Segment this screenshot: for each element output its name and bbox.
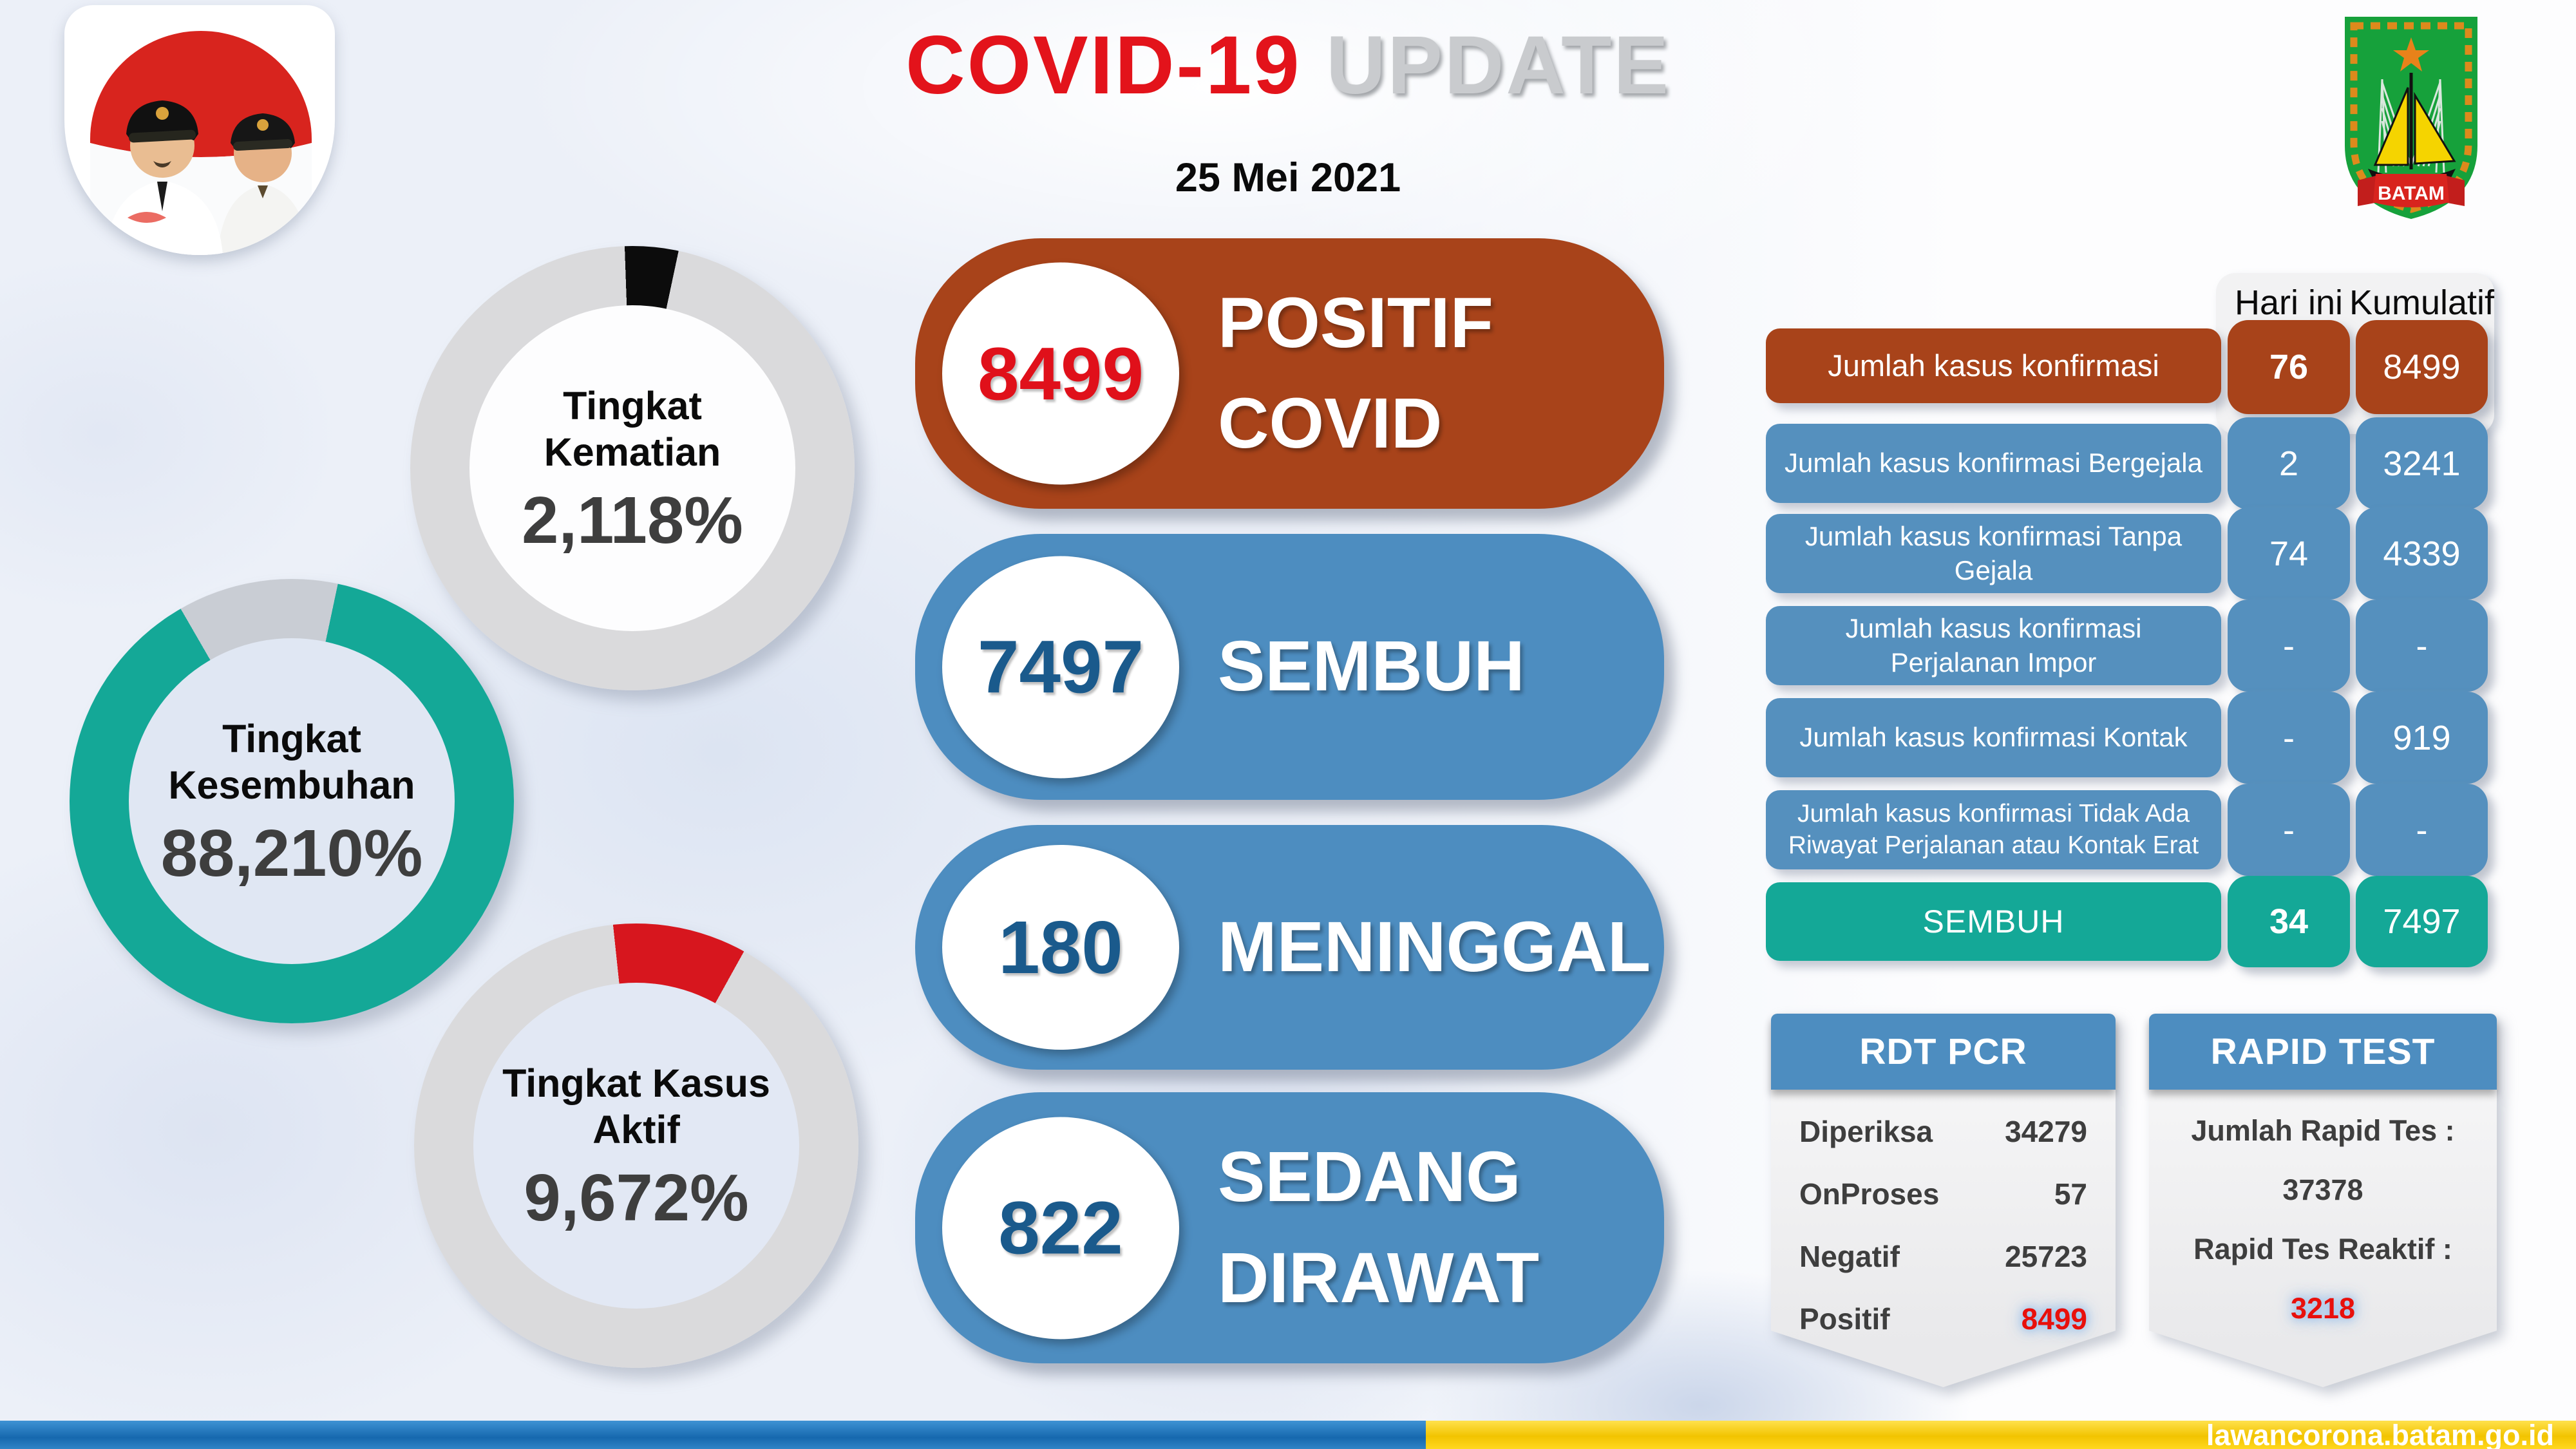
pcr-row: Negatif 25723 xyxy=(1799,1239,2087,1274)
rapid-test-title: RAPID TEST xyxy=(2149,1014,2497,1090)
footer-yellow-bar: lawancorona.batam.go.id xyxy=(1426,1421,2576,1449)
stat-pill-sedang-dirawat: 822 SEDANG DIRAWAT xyxy=(915,1092,1664,1363)
pcr-row: OnProses 57 xyxy=(1799,1177,2087,1211)
batam-logo-text: BATAM xyxy=(2378,183,2445,204)
stat-label: SEDANG DIRAWAT xyxy=(1218,1092,1539,1363)
rapid-test-body: Jumlah Rapid Tes : 37378 Rapid Tes Reakt… xyxy=(2149,1090,2497,1387)
table-cell-today: 34 xyxy=(2228,876,2350,967)
report-date: 25 Mei 2021 xyxy=(1175,155,1401,200)
stat-label-line: COVID xyxy=(1218,384,1443,463)
batam-shield-icon: BATAM xyxy=(2345,17,2477,219)
table-cell-cumulative: 7497 xyxy=(2356,876,2488,967)
page-title: COVID-19 UPDATE xyxy=(0,24,2576,107)
table-cell-cumulative: 3241 xyxy=(2356,417,2488,509)
donut-chart-tingkat-kematian: Tingkat Kematian 2,118% xyxy=(410,246,855,690)
column-header-kumulatif: Kumulatif xyxy=(2349,283,2495,322)
donut-value: 88,210% xyxy=(160,816,423,891)
pcr-row-label: Negatif xyxy=(1799,1240,1900,1273)
footer-blue-bar xyxy=(0,1421,1426,1449)
stat-label-line: POSITIF xyxy=(1218,283,1493,363)
table-row-label: Jumlah kasus konfirmasi Bergejala xyxy=(1766,424,2221,503)
title-update: UPDATE xyxy=(1326,19,1671,111)
donut-label: Tingkat Kematian xyxy=(544,383,721,474)
table-row-label: Jumlah kasus konfirmasi Kontak xyxy=(1766,698,2221,777)
batam-city-logo: BATAM xyxy=(2340,12,2483,224)
table-cell-today: - xyxy=(2228,784,2350,876)
footer-url: lawancorona.batam.go.id xyxy=(2206,1418,2554,1449)
pcr-row-value: 57 xyxy=(2054,1177,2087,1211)
pcr-row-label: Diperiksa xyxy=(1799,1115,1933,1148)
table-cell-today: 2 xyxy=(2228,417,2350,509)
table-row-label-sembuh: SEMBUH xyxy=(1766,882,2221,961)
stat-label-line: SEMBUH xyxy=(1218,627,1525,706)
table-cell-today: 76 xyxy=(2228,320,2350,414)
stat-label-line: DIRAWAT xyxy=(1218,1238,1540,1318)
pcr-row-label: Positif xyxy=(1799,1302,1890,1336)
table-cell-cumulative: - xyxy=(2356,784,2488,876)
donut-label: Tingkat Kasus Aktif xyxy=(502,1061,770,1151)
donut-chart-tingkat-kesembuhan: Tingkat Kesembuhan 88,210% xyxy=(70,579,514,1023)
stat-label: SEMBUH xyxy=(1218,534,1525,800)
stat-pill-meninggal: 180 MENINGGAL xyxy=(915,825,1664,1070)
stat-label-line: SEDANG xyxy=(1218,1137,1521,1217)
donut-label: Tingkat Kesembuhan xyxy=(168,716,415,807)
pcr-positive-value: 8499 xyxy=(2021,1302,2087,1336)
stat-number: 180 xyxy=(998,905,1123,989)
pcr-row: Diperiksa 34279 xyxy=(1799,1114,2087,1149)
stat-label-line: MENINGGAL xyxy=(1218,907,1651,987)
table-cell-cumulative: 919 xyxy=(2356,692,2488,784)
table-cell-today: - xyxy=(2228,600,2350,692)
rdt-pcr-panel: RDT PCR Diperiksa 34279 OnProses 57 Nega… xyxy=(1771,1014,2116,1387)
donut-value: 9,672% xyxy=(524,1160,749,1235)
table-cell-today: 74 xyxy=(2228,507,2350,600)
rapid-line: 37378 xyxy=(2282,1173,2363,1206)
donut-hole: Tingkat Kematian 2,118% xyxy=(469,305,795,631)
rapid-test-panel: RAPID TEST Jumlah Rapid Tes : 37378 Rapi… xyxy=(2149,1014,2497,1387)
table-cell-cumulative: - xyxy=(2356,600,2488,692)
pcr-row-value: 25723 xyxy=(2005,1240,2087,1273)
donut-hole: Tingkat Kesembuhan 88,210% xyxy=(129,638,455,964)
stat-number-bubble: 7497 xyxy=(942,556,1179,778)
donut-hole: Tingkat Kasus Aktif 9,672% xyxy=(473,983,799,1309)
stat-pill-positif-covid: 8499 POSITIF COVID xyxy=(915,238,1664,509)
rapid-line: Rapid Tes Reaktif : xyxy=(2193,1233,2452,1265)
table-row-label: Jumlah kasus konfirmasi Tidak Ada Riwaya… xyxy=(1766,790,2221,869)
column-header-hari-ini: Hari ini xyxy=(2234,283,2344,322)
officials-photo xyxy=(90,31,312,255)
rapid-reactive-value: 3218 xyxy=(2290,1292,2356,1325)
rdt-pcr-body: Diperiksa 34279 OnProses 57 Negatif 2572… xyxy=(1771,1090,2116,1387)
stat-number: 822 xyxy=(998,1186,1123,1270)
rapid-line: Jumlah Rapid Tes : xyxy=(2191,1114,2455,1147)
stat-label: MENINGGAL xyxy=(1218,825,1651,1070)
donut-value: 2,118% xyxy=(522,483,743,558)
table-row-label: Jumlah kasus konfirmasi xyxy=(1766,328,2221,403)
pcr-row-value: 34279 xyxy=(2005,1115,2087,1148)
donut-chart-tingkat-kasus-aktif: Tingkat Kasus Aktif 9,672% xyxy=(414,923,858,1368)
stat-number: 7497 xyxy=(977,625,1144,709)
table-cell-cumulative: 4339 xyxy=(2356,507,2488,600)
table-row-label: Jumlah kasus konfirmasi Tanpa Gejala xyxy=(1766,514,2221,593)
officials-photo-badge xyxy=(64,5,335,255)
rdt-pcr-title: RDT PCR xyxy=(1771,1014,2116,1090)
pcr-row-label: OnProses xyxy=(1799,1177,1940,1211)
stat-number-bubble: 822 xyxy=(942,1117,1179,1339)
table-cell-today: - xyxy=(2228,692,2350,784)
stat-pill-sembuh: 7497 SEMBUH xyxy=(915,534,1664,800)
stat-number-bubble: 180 xyxy=(942,845,1179,1050)
title-covid: COVID-19 xyxy=(905,19,1302,111)
table-cell-cumulative: 8499 xyxy=(2356,320,2488,414)
stat-number: 8499 xyxy=(977,332,1144,415)
stat-label: POSITIF COVID xyxy=(1218,238,1493,509)
pcr-row: Positif 8499 xyxy=(1799,1302,2087,1336)
table-row-label: Jumlah kasus konfirmasi Perjalanan Impor xyxy=(1766,606,2221,685)
stat-number-bubble: 8499 xyxy=(942,262,1179,485)
